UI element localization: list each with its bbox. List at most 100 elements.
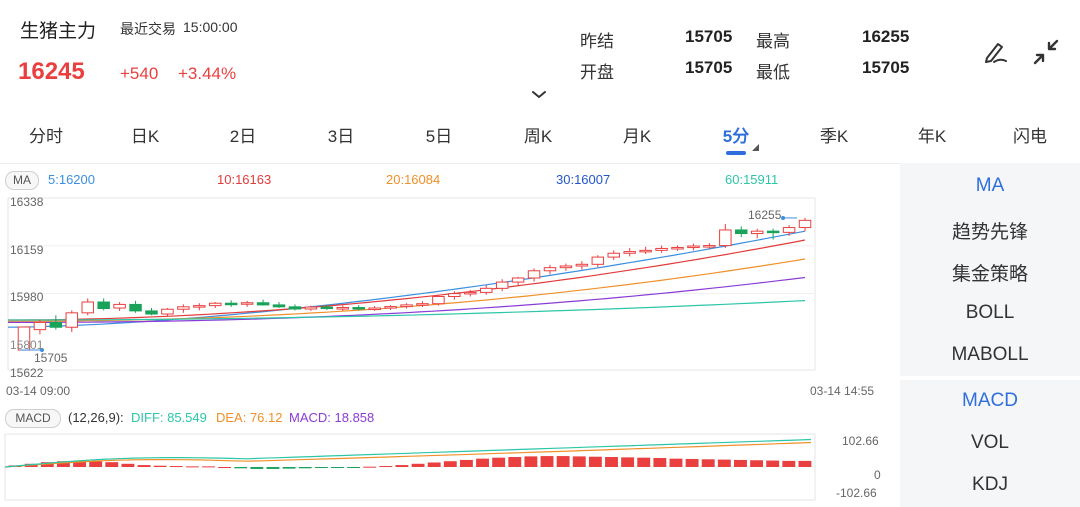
side-item-maboll[interactable]: MABOLL <box>951 344 1029 365</box>
ma-line-ma30 <box>8 276 806 323</box>
ma30-value: 30:16007 <box>556 172 611 187</box>
macd-histogram-bar <box>524 456 538 467</box>
prev-settle-value: 15705 <box>685 27 733 46</box>
tab-month-k[interactable]: 月K <box>622 127 652 146</box>
macd-diff: DIFF: 85.549 <box>131 410 207 425</box>
high-label: 最高 <box>756 32 790 51</box>
open-value: 15705 <box>685 58 733 77</box>
ma-line-ma60 <box>8 300 806 321</box>
tab-week-k[interactable]: 周K <box>523 127 553 146</box>
side-item-kdj[interactable]: KDJ <box>972 474 1008 495</box>
side-item-gold-strategy[interactable]: 集金策略 <box>951 264 1028 285</box>
tab-dropdown-indicator-icon <box>752 144 759 151</box>
last-trade-time: 15:00:00 <box>183 19 238 35</box>
ma10-value: 10:16163 <box>217 172 272 187</box>
tab-5-day[interactable]: 5日 <box>425 127 453 146</box>
tab-day-k[interactable]: 日K <box>130 127 160 146</box>
price-axis-top: 16338 <box>10 195 44 209</box>
macd-histogram-bar <box>56 461 70 467</box>
side-item-macd[interactable]: MACD <box>962 390 1018 411</box>
candle-body <box>655 247 668 251</box>
macd-histogram-bar <box>363 466 377 468</box>
side-item-vol[interactable]: VOL <box>970 432 1010 453</box>
active-tab-underline <box>726 151 746 155</box>
candle-body <box>416 303 429 306</box>
divider <box>0 163 1080 164</box>
macd-histogram-bar <box>476 458 489 467</box>
tab-year-k[interactable]: 年K <box>917 127 947 146</box>
candle-body <box>49 321 63 328</box>
candle-body <box>177 306 190 310</box>
price-left-marker: 15801 <box>10 338 44 352</box>
macd-histogram-bar <box>266 467 280 469</box>
macd-histogram-bar <box>605 457 618 467</box>
candle-body <box>81 301 94 314</box>
candle-body <box>703 245 716 248</box>
macd-histogram-bar <box>427 462 441 467</box>
ma-indicator-badge[interactable]: MA <box>5 171 39 190</box>
collapse-arrows-icon[interactable] <box>1030 36 1062 68</box>
low-label: 最低 <box>756 63 790 82</box>
price-change: +540 <box>120 64 159 83</box>
macd-indicator-badge[interactable]: MACD <box>5 409 61 428</box>
side-item-boll[interactable]: BOLL <box>965 302 1015 323</box>
tab-flash[interactable]: 闪电 <box>1013 127 1047 146</box>
low-marker-dot <box>39 348 44 353</box>
candle-body <box>272 304 286 308</box>
open-label: 开盘 <box>580 63 614 82</box>
ma-line-ma10 <box>8 239 806 321</box>
candle-body <box>368 307 381 311</box>
chevron-down-icon[interactable] <box>531 90 547 100</box>
candle-body <box>575 263 589 267</box>
tab-5-min[interactable]: 5分 <box>722 127 750 146</box>
tab-3-day[interactable]: 3日 <box>327 127 355 146</box>
macd-histogram-bar <box>331 467 344 468</box>
low-value: 15705 <box>862 58 910 77</box>
macd-histogram-bar <box>137 465 151 467</box>
candle-body <box>735 229 748 235</box>
candle-body <box>543 267 557 272</box>
macd-histogram-bar <box>637 457 651 467</box>
candle-body <box>607 252 620 258</box>
ma60-value: 60:15911 <box>725 172 779 187</box>
candle-body <box>288 306 302 310</box>
ma-line-ma20 <box>8 258 806 322</box>
macd-histogram-bar <box>750 460 764 467</box>
macd-params: (12,26,9): <box>68 410 124 425</box>
prev-settle-label: 昨结 <box>580 32 614 51</box>
high-marker-label: 16255 <box>748 208 782 222</box>
macd-chart[interactable] <box>0 430 900 507</box>
low-marker-label: 15705 <box>34 351 68 365</box>
candle-body <box>464 291 477 295</box>
candle-body <box>782 227 796 233</box>
macd-histogram-bar <box>347 467 361 468</box>
macd-histogram-bar <box>169 466 183 468</box>
macd-histogram-bar <box>621 457 635 467</box>
macd-histogram-bar <box>411 463 425 467</box>
side-item-ma[interactable]: MA <box>975 175 1005 196</box>
candle-body <box>719 229 732 247</box>
candle-body <box>400 304 413 308</box>
macd-histogram-bar <box>282 467 296 469</box>
side-item-trend-pioneer[interactable]: 趋势先锋 <box>951 222 1028 243</box>
price-candlestick-chart[interactable] <box>0 190 900 400</box>
macd-diff-line <box>4 438 812 468</box>
price-axis-bottom: 15622 <box>10 366 44 380</box>
macd-histogram-bar <box>734 459 747 467</box>
macd-histogram-bar <box>556 456 570 467</box>
contract-title: 生猪主力 <box>20 21 97 42</box>
candle-body <box>97 301 110 310</box>
tab-fenshi[interactable]: 分时 <box>29 127 63 146</box>
macd-histogram-bar <box>782 460 796 467</box>
macd-histogram-bar <box>717 459 731 467</box>
macd-histogram-bar <box>492 457 506 467</box>
candle-body <box>161 308 174 315</box>
last-trade-label: 最近交易 <box>120 21 176 37</box>
tab-season-k[interactable]: 季K <box>819 127 849 146</box>
macd-histogram-bar <box>798 460 812 467</box>
edit-pen-icon[interactable] <box>980 36 1010 66</box>
macd-histogram-bar <box>202 466 215 468</box>
candle-body <box>209 302 222 307</box>
macd-histogram-bar <box>121 463 135 467</box>
tab-2-day[interactable]: 2日 <box>229 127 257 146</box>
